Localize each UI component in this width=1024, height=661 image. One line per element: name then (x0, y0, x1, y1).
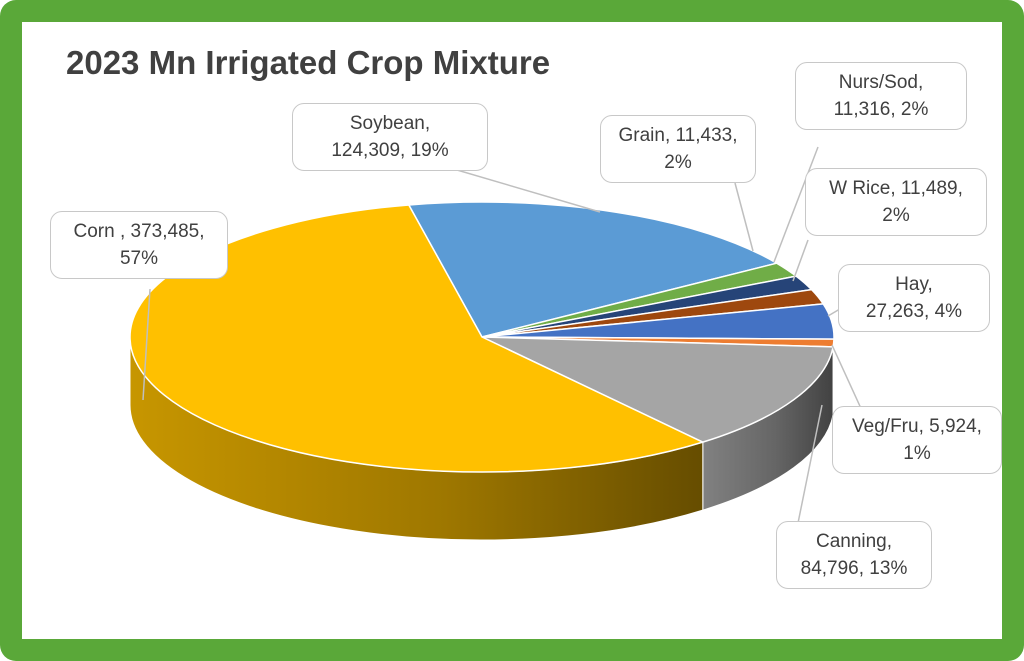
callout-canning-line2: 84,796, 13% (800, 558, 908, 579)
callout-veg-fru: Veg/Fru, 5,924, 1% (832, 406, 1002, 474)
callout-hay: Hay, 27,263, 4% (838, 264, 990, 332)
leader-line-grain (734, 182, 754, 252)
callout-soybean-line2: 124,309, 19% (331, 140, 449, 161)
callout-w-rice-line1: W Rice, 11,489, (829, 178, 963, 199)
callout-nurs-sod: Nurs/Sod, 11,316, 2% (795, 62, 967, 130)
pie-slice-corn (129, 204, 704, 473)
callout-canning-line1: Canning, (815, 531, 893, 552)
chart-title: 2023 Mn Irrigated Crop Mixture (66, 44, 551, 81)
callout-nurs-sod-line1: Nurs/Sod, (838, 72, 924, 93)
callout-corn-line1: Corn , 373,485, (73, 221, 205, 242)
callout-corn: Corn , 373,485, 57% (50, 211, 228, 279)
callout-nurs-sod-line2: 11,316, 2% (833, 99, 929, 120)
leader-line-corn (142, 288, 151, 401)
pie-slice-soybean (408, 201, 778, 338)
callout-soybean-line1: Soybean, (349, 113, 431, 134)
pie-slice-canning (481, 336, 834, 443)
leader-line-veg-fru (831, 344, 865, 416)
callout-w-rice: W Rice, 11,489, 2% (805, 168, 987, 236)
callout-grain-line2: 2% (664, 152, 692, 173)
callout-hay-line1: Hay, (895, 274, 933, 295)
leader-line-canning (797, 404, 823, 524)
leader-line-w-rice (792, 239, 809, 282)
leader-line-nurs-sod (773, 146, 819, 263)
leader-line-soybean (439, 164, 601, 213)
callout-grain-line1: Grain, 11,433, (618, 125, 738, 146)
callout-w-rice-line2: 2% (882, 205, 910, 226)
callout-veg-fru-line2: 1% (903, 443, 931, 464)
callout-grain: Grain, 11,433, 2% (600, 115, 756, 183)
callout-hay-line2: 27,263, 4% (865, 301, 963, 322)
callout-corn-line2: 57% (119, 248, 159, 269)
callout-veg-fru-line1: Veg/Fru, 5,924, (852, 416, 982, 437)
callout-soybean: Soybean, 124,309, 19% (292, 103, 488, 171)
callout-canning: Canning, 84,796, 13% (776, 521, 932, 589)
